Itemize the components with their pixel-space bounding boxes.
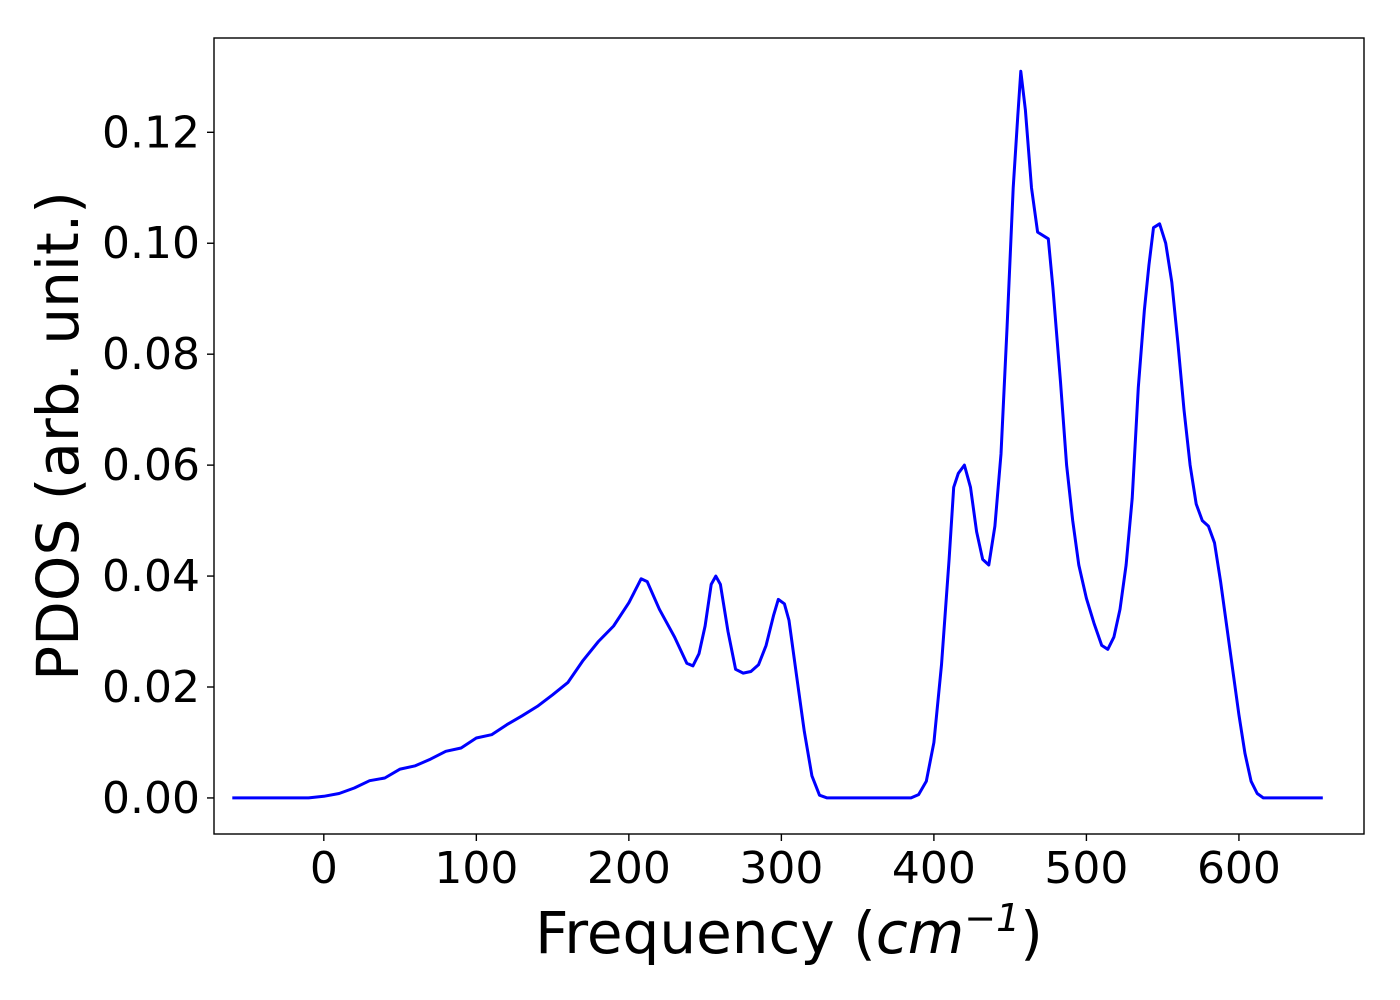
y-tick-label-3: 0.06 <box>102 440 200 491</box>
x-tick-label-300: 300 <box>739 843 823 894</box>
plot-frame <box>213 37 1365 835</box>
x-axis-title-unit: cm <box>876 899 964 967</box>
y-axis-title: PDOS (arb. unit.) <box>24 191 92 681</box>
x-tick-label-200: 200 <box>587 843 671 894</box>
x-tick-label-0: 0 <box>310 843 338 894</box>
series-line-pdos <box>232 69 1323 800</box>
y-tick-label-5: 0.10 <box>102 218 200 269</box>
x-tick-label-100: 100 <box>434 843 518 894</box>
y-tick-label-0: 0.00 <box>102 773 200 824</box>
tick-group: 0 100 200 300 400 500 600 0.00 0.02 0.04 0.06 0.08 0… <box>102 107 1281 894</box>
y-tick-label-6: 0.12 <box>102 107 200 158</box>
x-tick-label-500: 500 <box>1044 843 1128 894</box>
x-axis-title: Frequency (cm−1) <box>535 896 1043 967</box>
x-axis-title-text: Frequency ( <box>535 899 876 967</box>
x-tick-label-400: 400 <box>892 843 976 894</box>
x-tick-label-600: 600 <box>1197 843 1281 894</box>
y-tick-label-4: 0.08 <box>102 329 200 380</box>
x-axis-title-exponent: −1 <box>964 896 1020 940</box>
y-tick-label-2: 0.04 <box>102 551 200 602</box>
y-tick-label-1: 0.02 <box>102 662 200 713</box>
x-axis-title-close: ) <box>1020 899 1043 967</box>
